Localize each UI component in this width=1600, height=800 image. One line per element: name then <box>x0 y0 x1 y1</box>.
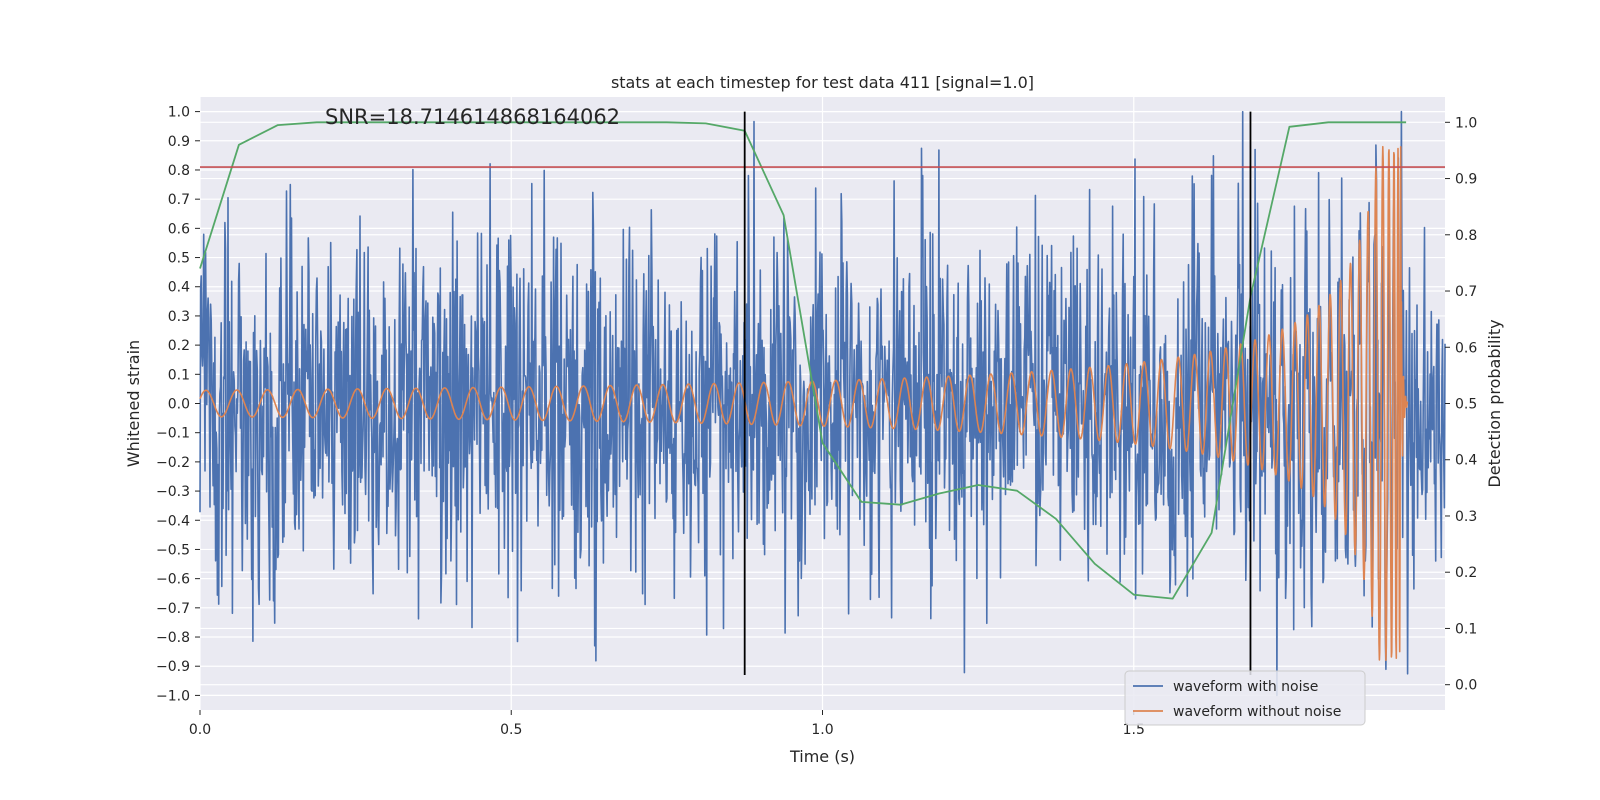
y-tick-label: 0.2 <box>168 338 190 354</box>
y2-tick-label: 0.2 <box>1455 565 1477 581</box>
x-tick-label: 1.5 <box>1123 722 1145 738</box>
x-axis-label: Time (s) <box>789 747 855 766</box>
y-axis-label: Whitened strain <box>124 340 143 467</box>
y2-tick-label: 0.5 <box>1455 397 1477 413</box>
snr-annotation: SNR=18.714614868164062 <box>325 105 620 129</box>
y-tick-label: −0.6 <box>156 572 190 588</box>
x-tick-label: 0.5 <box>500 722 522 738</box>
y-tick-label: −0.8 <box>156 630 190 646</box>
y-tick-label: 0.3 <box>168 309 190 325</box>
series-line-2 <box>199 121 1407 600</box>
y-tick-label: 0.9 <box>168 134 190 150</box>
x-tick-label: 1.0 <box>811 722 833 738</box>
y-tick-label: 0.5 <box>168 251 190 267</box>
series-line-1 <box>199 145 1409 661</box>
legend-box <box>1124 670 1366 726</box>
chart-title: stats at each timestep for test data 411… <box>611 73 1034 92</box>
y-tick-label: 0.4 <box>168 280 190 296</box>
y-tick-label: 0.7 <box>168 192 190 208</box>
x-tick-label: 0.0 <box>189 722 211 738</box>
y2-axis-label: Detection probability <box>1485 319 1504 487</box>
y-tick-label: −0.1 <box>156 426 190 442</box>
y-tick-label: 0.0 <box>168 397 190 413</box>
y-tick-label: −0.2 <box>156 455 190 471</box>
y2-tick-label: 1.0 <box>1455 115 1477 131</box>
y-tick-label: −0.3 <box>156 484 190 500</box>
y2-tick-label: 0.3 <box>1455 509 1477 525</box>
y-tick-label: −0.9 <box>156 659 190 675</box>
y-tick-label: −0.4 <box>156 513 190 529</box>
y2-tick-label: 0.1 <box>1455 621 1477 637</box>
y-tick-label: 0.1 <box>168 367 190 383</box>
legend: waveform with noise waveform without nois… <box>1124 670 1366 726</box>
y-tick-label: 1.0 <box>168 105 190 121</box>
y-tick-label: 0.6 <box>168 221 190 237</box>
y-tick-label: −0.7 <box>156 601 190 617</box>
axis-ticks: 0.0 0.5 1.0 1.5 −1.0 −0.9 −0.8 −0.7 −0.6 −0.5 −0.4… <box>156 105 1477 738</box>
y2-tick-label: 0.4 <box>1455 453 1477 469</box>
y-tick-label: 0.8 <box>168 163 190 179</box>
series-line-0 <box>199 110 1446 697</box>
y2-tick-label: 0.6 <box>1455 340 1477 356</box>
legend-entry: waveform with noise <box>1173 679 1318 695</box>
y2-tick-label: 0.0 <box>1455 678 1477 694</box>
legend-entry: waveform without noise <box>1173 704 1341 720</box>
y-tick-label: −0.5 <box>156 542 190 558</box>
y2-tick-label: 0.9 <box>1455 172 1477 188</box>
data-series <box>199 110 1446 697</box>
y2-tick-label: 0.7 <box>1455 284 1477 300</box>
y2-tick-label: 0.8 <box>1455 228 1477 244</box>
y-tick-label: −1.0 <box>156 688 190 704</box>
